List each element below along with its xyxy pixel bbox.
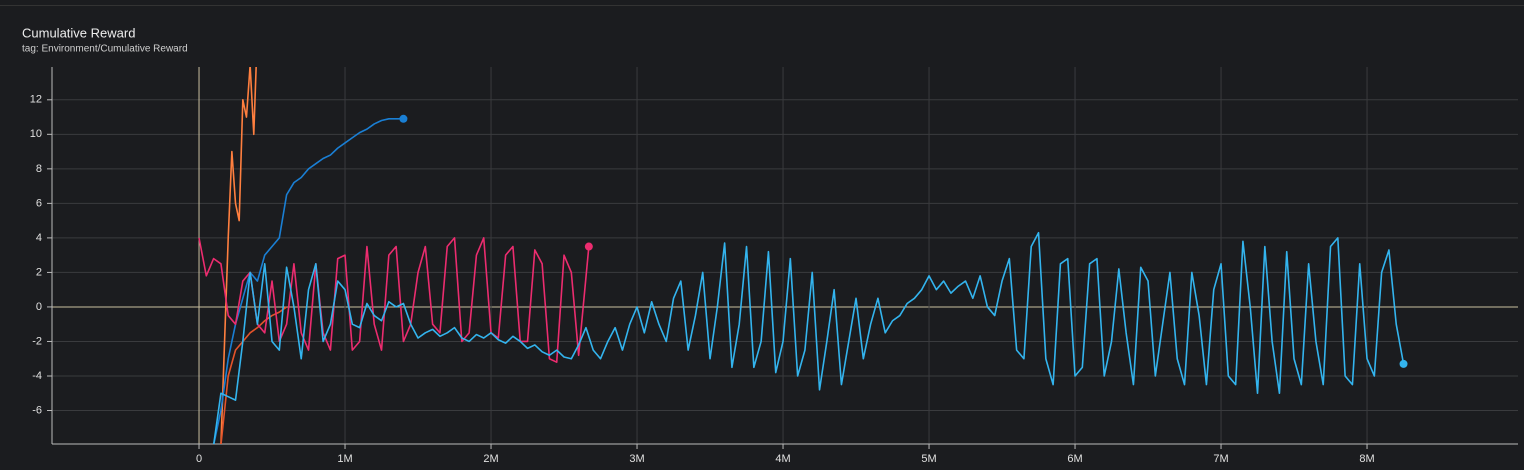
- x-tick-label: 8M: [1359, 453, 1374, 465]
- end-marker: [399, 114, 408, 123]
- x-tick-label: 7M: [1213, 453, 1228, 465]
- y-tick-label: 6: [36, 197, 42, 209]
- series-line: [212, 231, 1405, 444]
- x-tick-label: 2M: [483, 453, 498, 465]
- y-tick-label: -2: [32, 335, 42, 347]
- y-tick-label: 0: [36, 301, 42, 313]
- x-tick-label: 1M: [337, 453, 352, 465]
- chart-subtitle: tag: Environment/Cumulative Reward: [22, 44, 188, 55]
- y-tick-label: 2: [36, 266, 42, 278]
- y-tick-label: 12: [30, 94, 42, 106]
- x-tick-label: 5M: [921, 453, 936, 465]
- series-line: [198, 237, 590, 363]
- x-tick-label: 6M: [1067, 453, 1082, 465]
- end-marker: [584, 242, 593, 251]
- end-marker: [1399, 359, 1408, 368]
- y-tick-label: -4: [32, 370, 42, 382]
- y-tick-label: 4: [36, 232, 42, 244]
- plot-area: [198, 67, 1408, 444]
- series-line: [213, 117, 404, 444]
- y-tick-label: 8: [36, 163, 42, 175]
- series-line: [220, 67, 257, 444]
- x-tick-label: 4M: [775, 453, 790, 465]
- y-tick-label: 10: [30, 128, 42, 140]
- x-tick-label: 3M: [629, 453, 644, 465]
- y-tick-label: -6: [32, 404, 42, 416]
- chart-title: Cumulative Reward: [22, 25, 135, 40]
- x-tick-label: 0: [196, 453, 202, 465]
